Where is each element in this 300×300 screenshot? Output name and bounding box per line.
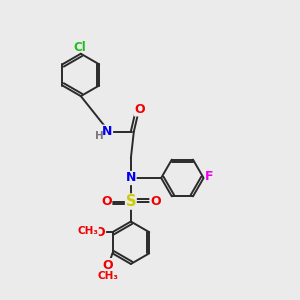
Text: CH₃: CH₃: [77, 226, 98, 236]
Text: O: O: [134, 103, 145, 116]
Text: O: O: [103, 259, 113, 272]
Text: N: N: [126, 172, 136, 184]
Text: F: F: [205, 170, 214, 183]
Text: O: O: [95, 226, 105, 239]
Text: N: N: [102, 125, 112, 138]
Text: O: O: [101, 195, 112, 208]
Text: O: O: [150, 195, 160, 208]
Text: S: S: [126, 194, 136, 209]
Text: Cl: Cl: [73, 41, 86, 54]
Text: CH₃: CH₃: [98, 271, 118, 281]
Text: H: H: [95, 131, 103, 141]
